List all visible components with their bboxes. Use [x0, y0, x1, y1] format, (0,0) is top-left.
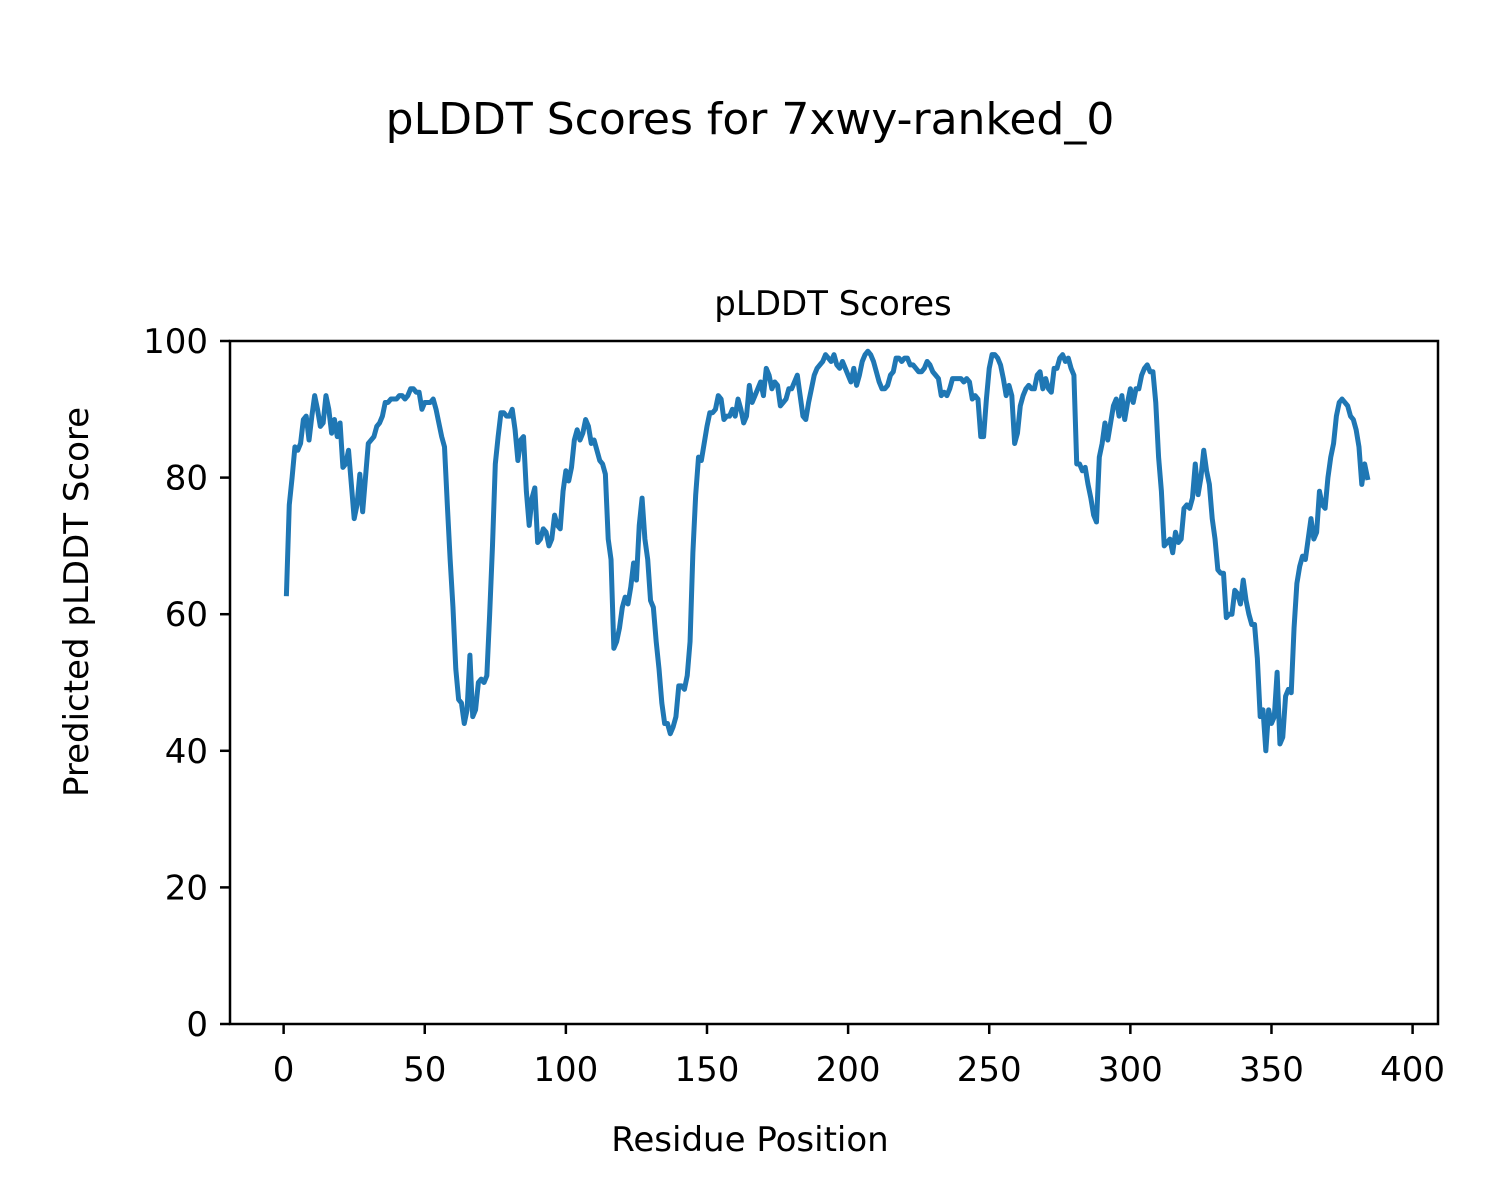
y-axis-label: Predicted pLDDT Score — [57, 407, 97, 797]
plot-area — [283, 348, 1371, 754]
x-axis-label: Residue Position — [611, 1120, 888, 1160]
y-tick-label: 20 — [165, 868, 208, 908]
y-axis: 0 20 40 60 80 100 — [143, 322, 230, 1045]
x-tick-label: 300 — [1098, 1050, 1163, 1090]
y-tick-label: 100 — [143, 322, 208, 362]
series-line-0 — [283, 348, 1371, 754]
x-tick-label: 350 — [1239, 1050, 1304, 1090]
x-tick-label: 50 — [403, 1050, 446, 1090]
y-tick-label: 80 — [165, 459, 208, 499]
x-tick-label: 0 — [273, 1050, 295, 1090]
y-tick-label: 40 — [165, 732, 208, 772]
axes-title: pLDDT Scores — [714, 284, 951, 324]
x-tick-label: 100 — [533, 1050, 598, 1090]
y-tick-label: 0 — [186, 1005, 208, 1045]
x-tick-label: 400 — [1380, 1050, 1445, 1090]
x-tick-label: 250 — [957, 1050, 1022, 1090]
x-tick-label: 200 — [816, 1050, 881, 1090]
figure-suptitle: pLDDT Scores for 7xwy-ranked_0 — [386, 94, 1115, 145]
axes-frame — [228, 339, 1440, 1026]
x-tick-label: 150 — [675, 1050, 740, 1090]
x-axis: 0 50 100 150 200 250 300 350 400 — [273, 1024, 1445, 1090]
y-tick-label: 60 — [165, 595, 208, 635]
